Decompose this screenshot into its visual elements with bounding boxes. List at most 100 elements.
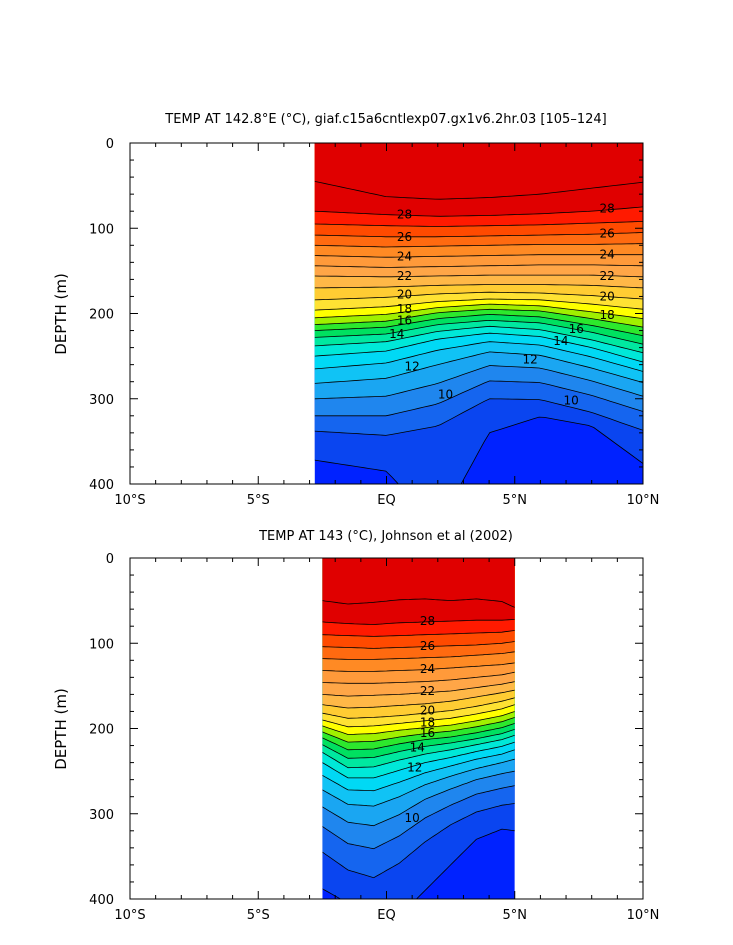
isotherm-25 [314, 243, 643, 248]
isotherm-14 [322, 734, 515, 769]
isotherm-22 [314, 274, 643, 278]
contour-label: 22 [397, 269, 412, 283]
isotherm-21 [322, 689, 515, 709]
x-tick-label: 5°N [503, 908, 528, 923]
contour-label: 16 [420, 726, 435, 740]
x-tick-label: 10°N [627, 493, 660, 508]
isotherm-24 [322, 662, 515, 672]
y-axis-label: DEPTH (m) [52, 688, 70, 770]
isotherm-26 [314, 232, 643, 238]
isotherm-10 [314, 365, 643, 400]
band-29 [314, 143, 643, 200]
x-tick-label: 5°S [247, 908, 270, 923]
isotherm-27 [314, 221, 643, 227]
contour-label: 10 [405, 811, 420, 825]
contour-label: 16 [397, 313, 412, 327]
isotherm-17 [322, 717, 515, 743]
isotherm-11 [322, 758, 515, 807]
y-tick-label: 400 [89, 478, 114, 493]
contour-label: 26 [420, 639, 435, 653]
isotherm-13 [314, 332, 643, 363]
contour-label: 14 [553, 334, 568, 348]
x-tick-label: 10°S [114, 493, 145, 508]
contour-label: 22 [420, 684, 435, 698]
isotherm-29 [314, 181, 643, 200]
x-tick-label: 10°N [627, 908, 660, 923]
chart-title: TEMP AT 142.8°E (°C), giaf.c15a6cntlexp0… [164, 112, 606, 127]
x-tick-label: EQ [377, 908, 395, 923]
y-tick-label: 0 [106, 552, 114, 567]
isotherm-16 [314, 313, 643, 337]
contour-label: 12 [407, 761, 422, 775]
isotherm-22 [322, 681, 515, 697]
isotherm-7 [322, 828, 515, 899]
isotherm-16 [322, 723, 515, 751]
isotherm-24 [314, 254, 643, 258]
y-tick-label: 100 [89, 222, 114, 237]
contour-label: 10 [564, 393, 579, 407]
contour-label: 22 [599, 269, 614, 283]
chart-title: TEMP AT 143 (°C), Johnson et al (2002) [258, 529, 513, 544]
isotherm-15 [322, 729, 515, 759]
isotherm-25 [322, 651, 515, 660]
contour-label: 24 [599, 248, 614, 262]
isotherm-9 [314, 380, 643, 417]
contour-label: 20 [397, 288, 412, 302]
y-tick-label: 300 [89, 393, 114, 408]
x-tick-label: 10°S [114, 908, 145, 923]
contour-label: 28 [397, 208, 412, 222]
isotherm-18 [314, 303, 643, 319]
contour-label: 12 [522, 353, 537, 367]
isotherm-28 [314, 206, 643, 217]
isotherm-9 [322, 785, 515, 850]
contour-label: 14 [389, 327, 404, 341]
contour-label: 16 [569, 322, 584, 336]
x-tick-label: 5°N [503, 493, 528, 508]
isotherm-19 [314, 298, 643, 311]
axes: 10°S 5°S EQ 5°N 10°N 0 100 200 300 400 [89, 137, 659, 508]
x-tick-label: EQ [377, 493, 395, 508]
isotherm-7 [314, 416, 643, 484]
isotherm-11 [314, 351, 643, 384]
contour-label: 12 [405, 359, 420, 373]
isotherm-20 [322, 697, 515, 719]
contour-label: 26 [397, 230, 412, 244]
isotherm-10 [322, 770, 515, 827]
contour-fill [314, 143, 643, 484]
isotherm-8 [322, 803, 515, 879]
isotherm-26 [322, 641, 515, 649]
contour-label: 10 [438, 387, 453, 401]
contour-label: 18 [599, 308, 614, 322]
isotherm-15 [314, 319, 643, 345]
isotherm-18 [322, 711, 515, 735]
contour-label: 28 [599, 202, 614, 216]
contour-label: 24 [420, 662, 435, 676]
contour-label: 18 [420, 716, 435, 730]
panel-bottom: TEMP AT 143 (°C), Johnson et al (2002) D… [52, 529, 659, 923]
contour-label: 14 [410, 740, 425, 754]
contour-label: 28 [420, 614, 435, 628]
axes: 10°S 5°S EQ 5°N 10°N 0 100 200 300 400 [89, 552, 659, 923]
isotherm-29 [322, 598, 515, 608]
y-tick-label: 300 [89, 808, 114, 823]
isotherm-19 [322, 704, 515, 728]
isotherm-17 [314, 308, 643, 328]
isotherm-8 [314, 398, 643, 436]
contour-label: 20 [420, 704, 435, 718]
isotherm-21 [314, 284, 643, 289]
y-tick-label: 200 [89, 723, 114, 738]
y-tick-label: 400 [89, 893, 114, 908]
isotherm-14 [314, 325, 643, 354]
isotherm-27 [322, 630, 515, 637]
contour-label: 24 [397, 249, 412, 263]
contour-label: 26 [599, 226, 614, 240]
y-tick-label: 0 [106, 137, 114, 152]
isotherm-28 [322, 619, 515, 625]
contour-label: 20 [599, 289, 614, 303]
panel-top: TEMP AT 142.8°E (°C), giaf.c15a6cntlexp0… [52, 112, 659, 508]
